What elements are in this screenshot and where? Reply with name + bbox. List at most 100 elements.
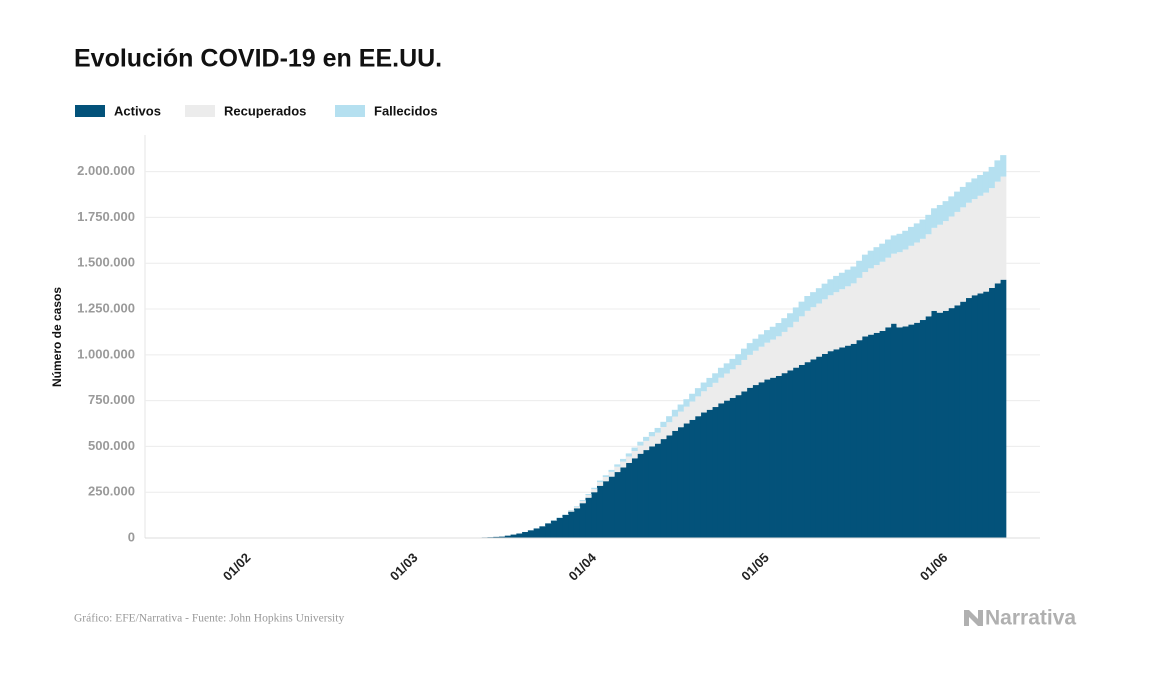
area-step	[683, 399, 689, 406]
area-step	[833, 276, 839, 292]
area-step	[971, 199, 977, 295]
area-step	[516, 534, 522, 538]
area-step	[574, 506, 580, 507]
area-step	[810, 359, 816, 538]
area-step	[839, 289, 845, 347]
area-step	[885, 240, 891, 258]
area-step	[614, 472, 620, 538]
x-tick-label: 01/03	[387, 550, 421, 584]
area-step	[856, 261, 862, 278]
area-step	[770, 340, 776, 378]
legend-label: Fallecidos	[374, 103, 438, 118]
area-step	[891, 254, 897, 324]
area-step	[862, 337, 868, 539]
area-step	[879, 262, 885, 331]
area-step	[753, 339, 759, 351]
area-step	[1000, 155, 1006, 176]
area-step	[897, 252, 903, 327]
area-step	[672, 417, 678, 431]
area-step	[937, 313, 943, 538]
area-step	[994, 160, 1000, 181]
area-step	[695, 396, 701, 416]
area-step	[966, 182, 972, 203]
area-step	[614, 464, 620, 466]
area-step	[948, 196, 954, 216]
area-step	[597, 486, 603, 538]
area-step	[781, 332, 787, 373]
area-step	[862, 255, 868, 272]
area-step	[753, 385, 759, 538]
area-step	[989, 167, 995, 188]
area-step	[591, 492, 597, 538]
area-step	[718, 378, 724, 404]
area-step	[960, 302, 966, 538]
area-step	[678, 427, 684, 538]
area-step	[868, 335, 874, 538]
source-note: Gráfico: EFE/Narrativa - Fuente: John Ho…	[74, 613, 344, 625]
area-step	[902, 231, 908, 250]
area-step	[758, 382, 764, 538]
area-step	[660, 427, 666, 439]
y-tick-label: 2.000.000	[77, 163, 135, 178]
area-step	[822, 299, 828, 354]
logo: Narrativa	[964, 607, 1076, 630]
area-step	[920, 320, 926, 538]
area-step	[925, 316, 931, 538]
area-step	[528, 530, 534, 538]
area-step	[989, 288, 995, 538]
plot-area: 0250.000500.000750.0001.000.0001.250.000…	[77, 155, 1040, 583]
area-step	[672, 431, 678, 538]
area-step	[1000, 177, 1006, 280]
area-step	[655, 428, 661, 433]
area-step	[660, 422, 666, 427]
area-step	[706, 387, 712, 410]
area-step	[960, 207, 966, 301]
area-step	[925, 234, 931, 316]
y-tick-label: 500.000	[88, 438, 135, 453]
area-step	[741, 360, 747, 392]
area-step	[551, 521, 557, 538]
area-step	[931, 311, 937, 538]
area-step	[735, 365, 741, 395]
area-step	[689, 420, 695, 538]
area-step	[931, 228, 937, 311]
area-step	[833, 292, 839, 349]
area-step	[787, 327, 793, 370]
area-step	[649, 432, 655, 436]
area-step	[729, 359, 735, 369]
area-step	[597, 482, 603, 486]
area-step	[827, 279, 833, 295]
area-step	[724, 374, 730, 401]
area-step	[776, 336, 782, 376]
area-step	[873, 333, 879, 538]
area-step	[873, 247, 879, 265]
area-step	[856, 278, 862, 340]
area-step	[741, 391, 747, 538]
area-step	[568, 511, 574, 512]
area-step	[983, 193, 989, 292]
area-step	[643, 450, 649, 538]
area-step	[914, 243, 920, 323]
area-step	[914, 223, 920, 242]
area-step	[833, 349, 839, 538]
area-step	[603, 481, 609, 538]
area-step	[574, 508, 580, 538]
area-step	[920, 239, 926, 320]
area-step	[954, 305, 960, 538]
area-step	[879, 244, 885, 262]
area-step	[609, 470, 615, 472]
area-step	[747, 355, 753, 388]
area-step	[868, 268, 874, 334]
area-step	[943, 221, 949, 311]
area-step	[557, 518, 563, 538]
area-step	[545, 523, 551, 538]
area-step	[850, 344, 856, 538]
area-step	[511, 535, 517, 538]
area-step	[632, 458, 638, 538]
legend-label: Activos	[114, 103, 161, 118]
area-step	[724, 363, 730, 373]
area-step	[712, 373, 718, 383]
area-step	[862, 272, 868, 336]
area-step	[822, 284, 828, 300]
